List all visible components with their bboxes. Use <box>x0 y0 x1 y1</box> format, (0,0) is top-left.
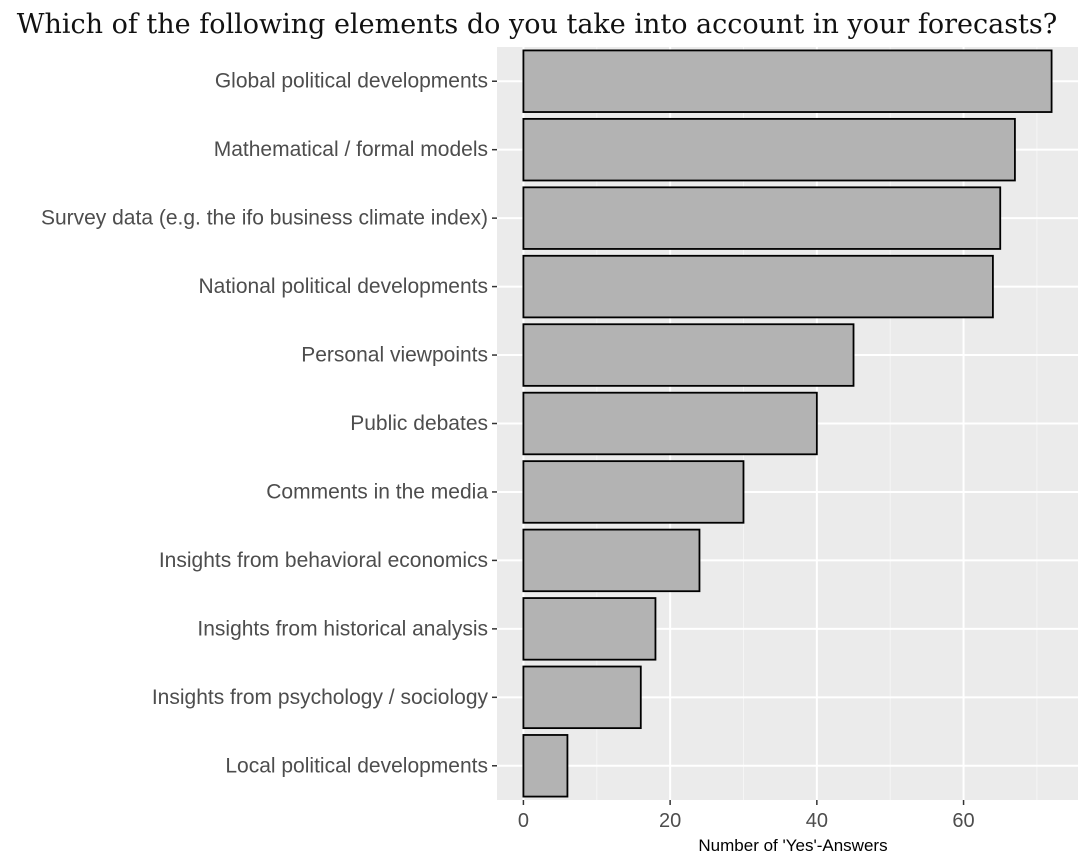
x-axis-title: Number of 'Yes'-Answers <box>698 836 887 852</box>
y-axis-labels: Global political developments Mathematica… <box>41 70 489 778</box>
x-tick-label: 60 <box>952 810 974 832</box>
bar <box>522 49 1053 113</box>
bar <box>522 117 1016 182</box>
bar <box>522 528 701 593</box>
category-label: Survey data (e.g. the ifo business clima… <box>41 207 488 230</box>
category-label: Insights from historical analysis <box>197 617 488 640</box>
category-label: Comments in the media <box>266 480 488 503</box>
category-label: Mathematical / formal models <box>214 138 488 161</box>
category-label: Public debates <box>350 412 488 435</box>
bar <box>522 460 745 524</box>
category-label: National political developments <box>199 275 489 298</box>
category-label: Insights from behavioral economics <box>159 549 488 572</box>
x-tick-label: 40 <box>806 810 828 832</box>
bar <box>522 734 569 798</box>
category-label: Global political developments <box>215 70 488 93</box>
bar <box>522 254 994 319</box>
bar <box>522 597 657 661</box>
category-label: Personal viewpoints <box>301 344 488 367</box>
chart-title: Which of the following elements do you t… <box>17 9 1058 40</box>
category-label: Local political developments <box>225 754 488 777</box>
bar <box>522 665 642 730</box>
x-axis-labels: 0 20 40 60 <box>518 810 975 832</box>
bar <box>522 186 1002 250</box>
bar <box>522 323 855 387</box>
bars <box>522 49 1053 798</box>
x-axis-ticks <box>522 800 965 805</box>
category-label: Insights from psychology / sociology <box>152 686 489 709</box>
y-axis-ticks <box>492 80 497 767</box>
x-tick-label: 20 <box>659 810 681 832</box>
x-tick-label: 0 <box>518 810 529 832</box>
bar <box>522 391 818 456</box>
